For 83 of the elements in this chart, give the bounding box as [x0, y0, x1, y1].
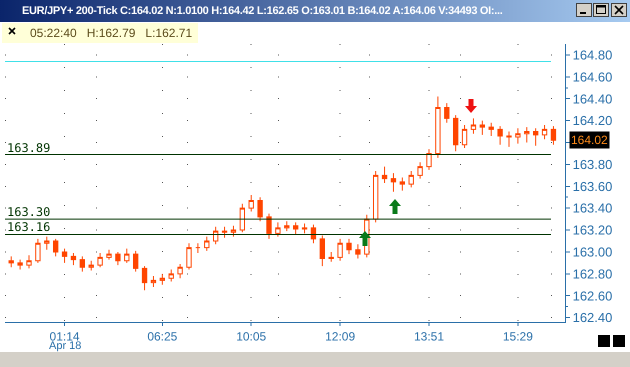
- candlestick: [284, 220, 290, 232]
- candlestick: [550, 126, 556, 146]
- candlestick: [355, 244, 361, 260]
- ref-line-label: 163.30: [7, 205, 50, 219]
- candlestick: [52, 238, 58, 257]
- candlestick: [124, 248, 130, 264]
- text: 05:22:40 H:162.79 L:162.71: [2, 23, 198, 43]
- ref-line-label: 163.16: [7, 220, 50, 234]
- candlestick: [177, 263, 183, 279]
- candlestick: [230, 225, 236, 238]
- y-tick-label: 163.60: [572, 178, 612, 194]
- candlestick: [88, 260, 94, 272]
- x-tick-label: 06:25: [147, 329, 178, 344]
- y-tick-label: 162.60: [572, 288, 612, 304]
- candlestick: [337, 238, 343, 262]
- candlestick: [462, 124, 468, 148]
- candlestick: [186, 242, 192, 270]
- candlestick: [8, 256, 14, 268]
- candlestick: [70, 252, 76, 266]
- candlestick: [115, 251, 121, 266]
- candlestick: [506, 131, 512, 148]
- candlestick: [240, 203, 246, 233]
- candlestick: [212, 226, 218, 245]
- candlestick: [542, 124, 548, 140]
- candlestick: [515, 128, 521, 144]
- candlestick: [532, 128, 538, 146]
- candlestick: [435, 96, 441, 158]
- candlestick: [168, 268, 174, 282]
- candlestick: [195, 242, 201, 254]
- candlestick: [328, 251, 334, 262]
- candlestick: [488, 122, 494, 136]
- candlestick: [408, 170, 414, 188]
- y-tick-label: 162.80: [572, 266, 612, 282]
- candlestick: [320, 235, 326, 267]
- y-tick-label: 163.00: [572, 244, 612, 260]
- candlestick: [480, 120, 486, 136]
- candlestick: [497, 126, 503, 146]
- candlestick: [160, 273, 166, 286]
- ref-line-label: 163.89: [7, 141, 50, 155]
- candlestick: [390, 172, 396, 192]
- candlestick: [417, 162, 423, 180]
- y-tick-label: 164.20: [572, 113, 612, 128]
- candlestick: [150, 276, 156, 288]
- candlestick: [292, 222, 298, 235]
- candlestick: [302, 223, 308, 234]
- candlestick: [382, 166, 388, 184]
- candlestick: [132, 250, 138, 272]
- y-tick-label: 163.20: [572, 222, 612, 238]
- candlestick: [248, 194, 254, 212]
- x-tick-label: 10:05: [236, 329, 267, 344]
- y-tick-label: 164.40: [572, 91, 612, 106]
- candlestick: [524, 126, 530, 143]
- candlestick: [400, 177, 406, 192]
- text: Apr 18: [49, 340, 82, 352]
- y-tick-label: 162.40: [572, 310, 612, 326]
- candlestick: [444, 102, 450, 124]
- candlestick: [257, 196, 263, 222]
- candlestick: [106, 249, 112, 260]
- candlestick: [346, 238, 352, 255]
- candlestick: [97, 252, 103, 268]
- candlestick: [452, 114, 458, 152]
- candlestick: [26, 254, 32, 269]
- y-tick-label: 163.40: [572, 200, 612, 216]
- chart-title: EUR/JPY+ 200-Tick C:164.02 N:1.0100 H:164.42 L:162.65 O:163.01 B:164.02 A:164.06 V:34493 OI:...: [22, 5, 504, 17]
- candlestick: [80, 256, 86, 272]
- candlestick: [222, 226, 228, 238]
- x-tick-label: 12:09: [325, 329, 356, 344]
- y-tick-label: 164.60: [572, 69, 612, 84]
- candlestick: [62, 248, 68, 264]
- candlestick: [266, 213, 272, 240]
- candlestick: [44, 236, 50, 250]
- candlestick: [275, 222, 281, 238]
- candlestick: [35, 238, 41, 264]
- text: 164.02: [571, 133, 608, 147]
- candlestick: [142, 266, 148, 291]
- x-tick-label: 13:51: [414, 329, 444, 344]
- x-tick-label: 15:29: [502, 329, 534, 344]
- y-tick-label: 163.80: [572, 156, 612, 172]
- y-tick-label: 164.80: [572, 47, 612, 62]
- candlestick: [204, 236, 210, 252]
- candlestick: [470, 118, 476, 134]
- candlestick: [17, 259, 23, 270]
- candlestick: [372, 170, 378, 223]
